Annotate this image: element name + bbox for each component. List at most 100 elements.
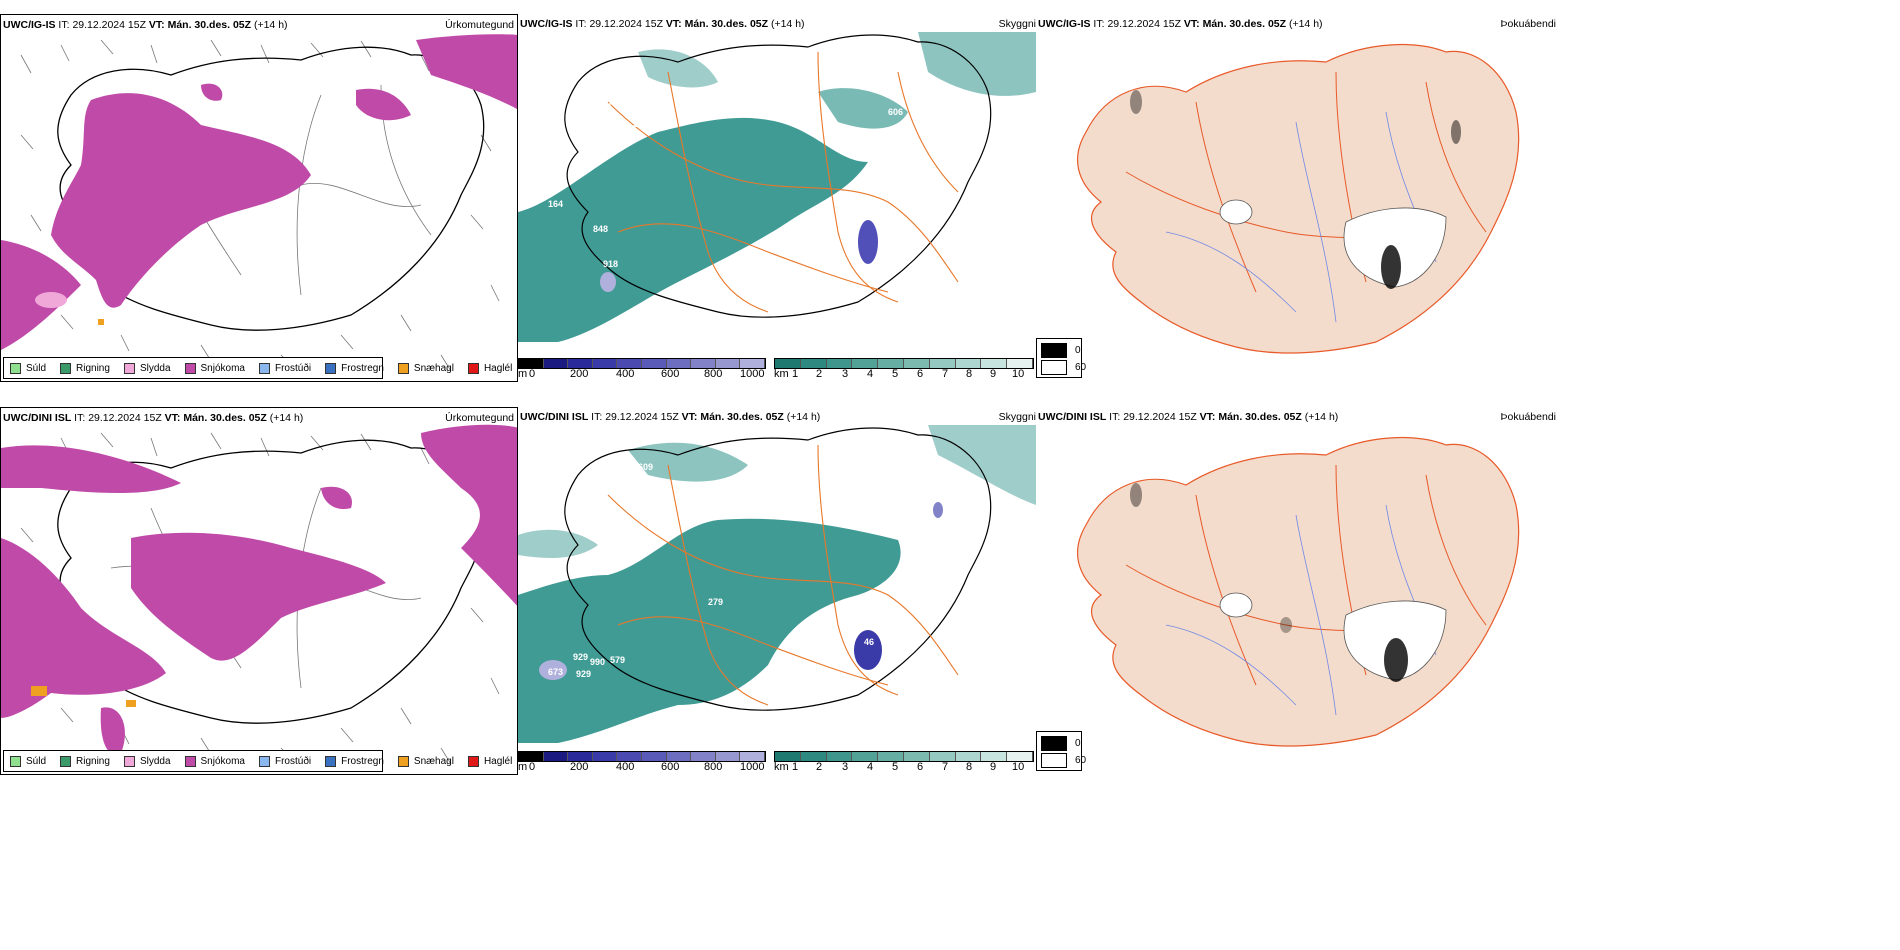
legend-swatch <box>10 755 21 767</box>
iceland-land <box>1077 43 1520 354</box>
fog-legend-row: 60 <box>1041 360 1086 375</box>
cbar-tick: 2 <box>816 761 823 773</box>
vis-label: 609 <box>638 462 653 472</box>
fog-legend: 0 60 <box>1036 338 1086 378</box>
roads <box>607 444 959 706</box>
panel-title-visibility: Skyggni <box>998 18 1036 30</box>
panel-header: UWC/DINI ISL IT: 29.12.2024 15Z VT: Mán.… <box>520 411 821 423</box>
colorbar-m: m 0 200 400 600 800 1000 <box>518 358 768 382</box>
legend-item: Haglél <box>467 755 512 767</box>
legend-item: Frostregn <box>325 755 384 767</box>
legend-item: Haglél <box>467 362 512 374</box>
legend-item: Slydda <box>123 755 171 767</box>
cbar-tick: 8 <box>966 368 973 380</box>
colorbar-km-bar <box>774 358 1034 369</box>
colorbar-km: km 1 2 3 4 5 6 7 8 9 10 <box>774 751 1036 775</box>
legend-item: Snjókoma <box>184 755 245 767</box>
cbar-tick: 600 <box>661 368 680 380</box>
colorbar-km-bar <box>774 751 1034 762</box>
cbar-tick: 7 <box>942 761 949 773</box>
fog-panel-bottom: UWC/DINI ISL IT: 29.12.2024 15Z VT: Mán.… <box>1036 407 1556 775</box>
legend-swatch <box>184 755 196 767</box>
fog-areas <box>1130 90 1461 289</box>
fog-panel-top: UWC/IG-IS IT: 29.12.2024 15Z VT: Mán. 30… <box>1036 14 1556 382</box>
fog-areas <box>1130 483 1408 682</box>
mountain-areas <box>539 502 943 680</box>
legend-item: Frostúði <box>258 362 311 374</box>
legend-item: Snæhagl <box>397 362 454 374</box>
legend-swatch <box>325 755 337 767</box>
legend-swatch <box>60 362 72 374</box>
vis-label: 550 <box>633 119 648 129</box>
panel-title-precip: Úrkomutegund <box>445 19 514 31</box>
cbar-tick: 6 <box>917 368 924 380</box>
legend-swatch <box>60 755 72 767</box>
precip-map <box>1 424 517 765</box>
legend-swatch <box>123 755 135 767</box>
panel-title-visibility: Skyggni <box>998 411 1036 423</box>
legend-swatch <box>258 362 270 374</box>
fog-legend: 0 60 <box>1036 731 1086 771</box>
cbar-unit: km <box>774 761 789 773</box>
legend-item: Súld <box>10 755 46 767</box>
cbar-tick: 5 <box>892 761 899 773</box>
fog-roads <box>1125 71 1487 293</box>
cbar-unit: km <box>774 368 789 380</box>
cbar-tick: 1000 <box>740 368 765 380</box>
visibility-panel-top: UWC/IG-IS IT: 29.12.2024 15Z VT: Mán. 30… <box>518 14 1036 382</box>
vis-label: 164 <box>548 199 563 209</box>
colorbar-m-bar <box>518 358 766 369</box>
visibility-labels: 609 279 46 929 990 579 673 929 <box>548 462 874 679</box>
fog-legend-swatch <box>1041 343 1067 358</box>
cbar-unit: m <box>518 761 528 773</box>
precip-map <box>1 34 517 372</box>
cbar-tick: 1 <box>792 761 799 773</box>
cbar-tick: 400 <box>616 761 635 773</box>
precip-legend: Súld Rigning Slydda Snjókoma Frostúði Fr… <box>3 750 512 772</box>
vis-label: 929 <box>573 652 588 662</box>
vis-label: 929 <box>576 669 591 679</box>
panel-title-fog: Þokuábendi <box>1500 411 1556 423</box>
visibility-map: 379 550 606 711 164 848 918 <box>518 32 1036 342</box>
panel-header: UWC/IG-IS IT: 29.12.2024 15Z VT: Mán. 30… <box>520 18 805 30</box>
panel-header: UWC/DINI ISL IT: 29.12.2024 15Z VT: Mán.… <box>1038 411 1339 423</box>
legend-item: Súld <box>10 362 46 374</box>
legend-item: Snjókoma <box>184 362 245 374</box>
fog-legend-swatch <box>1041 360 1067 375</box>
snow-areas <box>1 34 517 350</box>
fog-legend-row: 0 <box>1041 736 1081 751</box>
legend-item: Snæhagl <box>397 755 454 767</box>
legend-swatch <box>10 362 21 374</box>
vis-label: 990 <box>590 657 605 667</box>
cbar-tick: 1 <box>792 368 799 380</box>
cbar-tick: 10 <box>1012 761 1025 773</box>
cbar-tick: 1000 <box>740 761 765 773</box>
cbar-tick: 800 <box>704 368 723 380</box>
cbar-tick: 0 <box>529 761 536 773</box>
cbar-unit: m <box>518 368 528 380</box>
precip-panel-bottom: UWC/DINI ISL IT: 29.12.2024 15Z VT: Mán.… <box>0 407 518 775</box>
low-visibility-areas <box>518 425 1036 743</box>
colorbar-m-bar <box>518 751 766 762</box>
visibility-map: 609 279 46 929 990 579 673 929 <box>518 425 1036 743</box>
vis-label: 711 <box>933 119 948 129</box>
fog-map <box>1077 43 1520 354</box>
fog-legend-row: 60 <box>1041 753 1086 768</box>
panel-header: UWC/IG-IS IT: 29.12.2024 15Z VT: Mán. 30… <box>1038 18 1323 30</box>
snaehagl-dot <box>31 686 136 707</box>
cbar-tick: 0 <box>529 368 536 380</box>
vis-label: 918 <box>603 259 618 269</box>
cbar-tick: 5 <box>892 368 899 380</box>
cbar-tick: 200 <box>570 368 589 380</box>
slydda-area <box>35 292 67 308</box>
legend-swatch <box>397 755 409 767</box>
fog-legend-swatch <box>1041 736 1067 751</box>
colorbar-m: m 0 200 400 600 800 1000 <box>518 751 768 775</box>
mountain-areas <box>600 220 878 292</box>
legend-item: Rigning <box>60 362 110 374</box>
visibility-labels: 379 550 606 711 164 848 918 <box>548 97 948 269</box>
cbar-tick: 9 <box>990 368 997 380</box>
cbar-tick: 9 <box>990 761 997 773</box>
vis-label: 848 <box>593 224 608 234</box>
cbar-tick: 2 <box>816 368 823 380</box>
